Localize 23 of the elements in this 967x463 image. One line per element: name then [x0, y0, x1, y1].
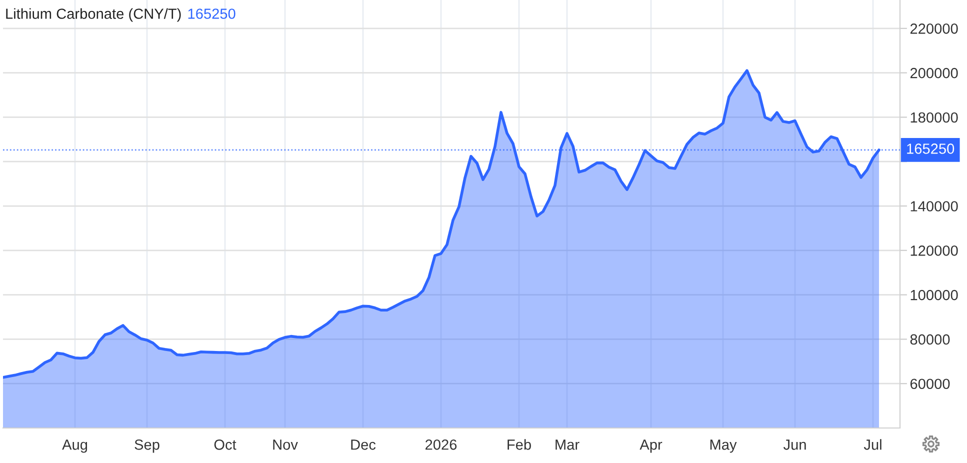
y-tick-label: 100000: [910, 290, 958, 300]
x-tick-label: 2026: [426, 439, 457, 450]
chart-subtitle: 165250: [188, 8, 236, 19]
x-tick-label: Mar: [556, 440, 580, 450]
y-tick-label: 220000: [910, 24, 958, 34]
x-tick-label: Feb: [508, 439, 531, 450]
x-tick-label: Jun: [783, 440, 806, 450]
y-tick-label: 200000: [910, 68, 958, 78]
y-tick-label: 180000: [910, 112, 958, 123]
y-tick-label: 140000: [910, 201, 958, 212]
ref-line-label: 165250: [907, 144, 954, 154]
x-tick-label: Dec: [351, 440, 376, 450]
x-tick-label: May: [710, 440, 737, 453]
y-tick-label: 60000: [910, 378, 950, 390]
x-tick-label: Nov: [273, 440, 298, 450]
text: Lithium Carbonate (CNY/T): [6, 8, 181, 22]
x-tick-label: Oct: [214, 439, 236, 450]
y-tick-label: 80000: [910, 334, 950, 345]
y-tick-label: 120000: [910, 246, 958, 256]
x-tick-label: Jul: [864, 439, 882, 450]
x-tick-label: Sep: [134, 439, 160, 453]
x-tick-label: Apr: [640, 440, 662, 453]
x-tick-label: Aug: [62, 440, 88, 453]
